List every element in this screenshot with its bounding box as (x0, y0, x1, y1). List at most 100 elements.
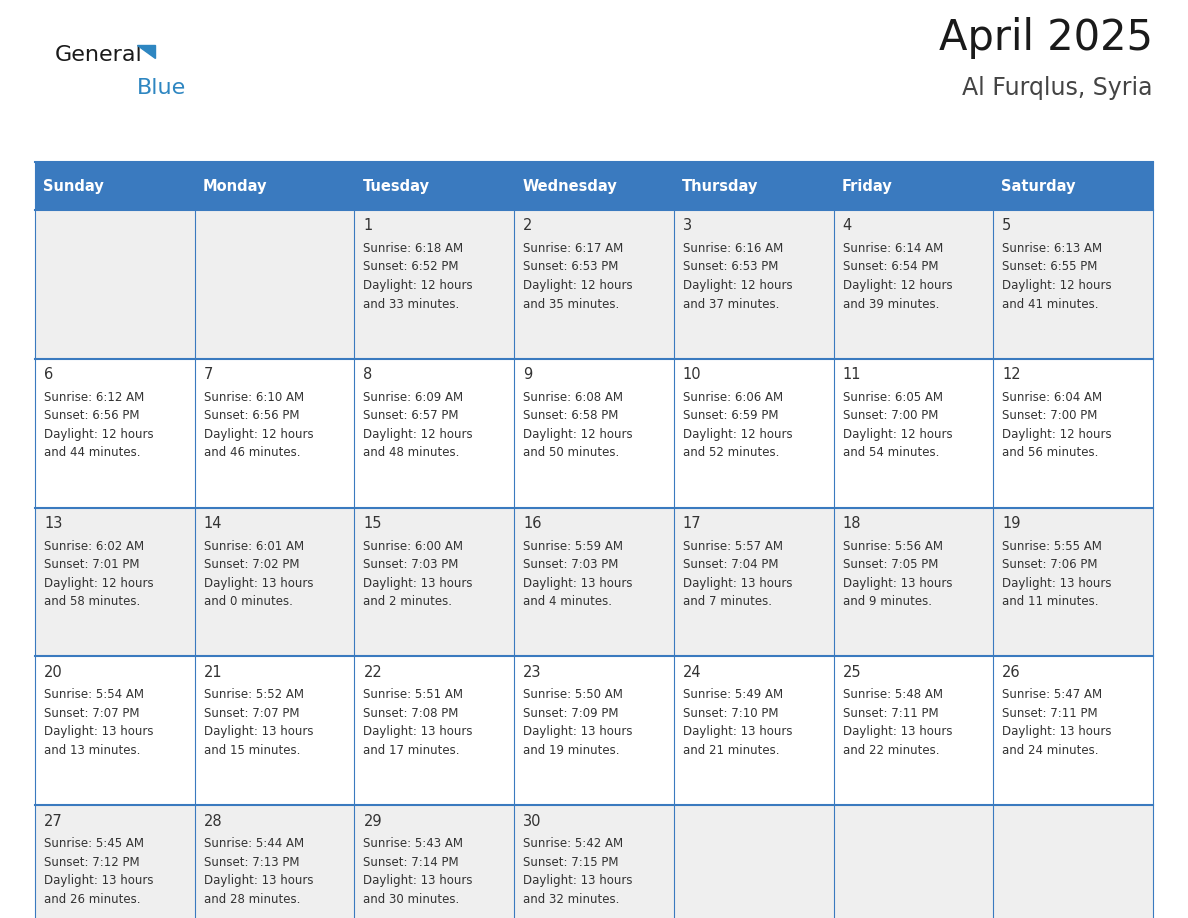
Text: Sunset: 7:07 PM: Sunset: 7:07 PM (44, 707, 139, 720)
Text: Sunset: 6:58 PM: Sunset: 6:58 PM (523, 409, 619, 422)
Text: Sunset: 7:03 PM: Sunset: 7:03 PM (523, 558, 619, 571)
Text: Sunrise: 5:52 AM: Sunrise: 5:52 AM (203, 688, 304, 701)
Text: Sunset: 7:10 PM: Sunset: 7:10 PM (683, 707, 778, 720)
Bar (674, 656, 834, 805)
Text: Daylight: 13 hours: Daylight: 13 hours (203, 577, 314, 589)
Text: 23: 23 (523, 665, 542, 680)
Text: Sunrise: 6:13 AM: Sunrise: 6:13 AM (1003, 242, 1102, 255)
Text: and 9 minutes.: and 9 minutes. (842, 595, 931, 608)
Text: 15: 15 (364, 516, 381, 532)
Text: 3: 3 (683, 218, 691, 233)
Text: 11: 11 (842, 367, 861, 382)
Text: and 7 minutes.: and 7 minutes. (683, 595, 772, 608)
Text: Sunrise: 6:16 AM: Sunrise: 6:16 AM (683, 242, 783, 255)
Text: and 39 minutes.: and 39 minutes. (842, 297, 939, 310)
Text: and 48 minutes.: and 48 minutes. (364, 446, 460, 459)
Text: 26: 26 (1003, 665, 1020, 680)
Text: Sunrise: 6:04 AM: Sunrise: 6:04 AM (1003, 391, 1102, 404)
Text: and 41 minutes.: and 41 minutes. (1003, 297, 1099, 310)
Text: Daylight: 12 hours: Daylight: 12 hours (364, 279, 473, 292)
Text: 1: 1 (364, 218, 373, 233)
Bar (834, 805, 993, 918)
Text: Sunrise: 5:44 AM: Sunrise: 5:44 AM (203, 837, 304, 850)
Text: Daylight: 13 hours: Daylight: 13 hours (44, 874, 153, 887)
Text: Daylight: 13 hours: Daylight: 13 hours (842, 577, 952, 589)
Text: Sunset: 7:14 PM: Sunset: 7:14 PM (364, 856, 459, 868)
Text: and 0 minutes.: and 0 minutes. (203, 595, 292, 608)
Text: Daylight: 12 hours: Daylight: 12 hours (1003, 279, 1112, 292)
Text: Sunrise: 6:06 AM: Sunrise: 6:06 AM (683, 391, 783, 404)
Text: 13: 13 (44, 516, 63, 532)
Text: Al Furqlus, Syria: Al Furqlus, Syria (962, 76, 1154, 100)
Text: 4: 4 (842, 218, 852, 233)
Text: Daylight: 13 hours: Daylight: 13 hours (523, 577, 633, 589)
Text: and 37 minutes.: and 37 minutes. (683, 297, 779, 310)
Text: Sunrise: 5:49 AM: Sunrise: 5:49 AM (683, 688, 783, 701)
Text: Sunset: 7:08 PM: Sunset: 7:08 PM (364, 707, 459, 720)
Bar (514, 162, 674, 210)
Text: Daylight: 13 hours: Daylight: 13 hours (683, 577, 792, 589)
Text: Sunset: 7:05 PM: Sunset: 7:05 PM (842, 558, 939, 571)
Text: and 50 minutes.: and 50 minutes. (523, 446, 619, 459)
Text: Thursday: Thursday (682, 178, 758, 194)
Text: Daylight: 13 hours: Daylight: 13 hours (842, 725, 952, 738)
Text: Sunrise: 6:09 AM: Sunrise: 6:09 AM (364, 391, 463, 404)
Text: Daylight: 13 hours: Daylight: 13 hours (683, 725, 792, 738)
Text: 20: 20 (44, 665, 63, 680)
Text: 21: 21 (203, 665, 222, 680)
Text: Sunrise: 5:59 AM: Sunrise: 5:59 AM (523, 540, 624, 553)
Text: Sunset: 7:09 PM: Sunset: 7:09 PM (523, 707, 619, 720)
Text: Sunday: Sunday (43, 178, 103, 194)
Text: and 58 minutes.: and 58 minutes. (44, 595, 140, 608)
Text: 28: 28 (203, 813, 222, 829)
Text: Sunrise: 6:18 AM: Sunrise: 6:18 AM (364, 242, 463, 255)
Bar (674, 508, 834, 656)
Bar (195, 210, 354, 359)
Text: Sunrise: 6:08 AM: Sunrise: 6:08 AM (523, 391, 624, 404)
Bar (674, 162, 834, 210)
Text: Daylight: 12 hours: Daylight: 12 hours (44, 428, 153, 441)
Bar (834, 210, 993, 359)
Text: Sunset: 7:00 PM: Sunset: 7:00 PM (842, 409, 939, 422)
Text: and 35 minutes.: and 35 minutes. (523, 297, 619, 310)
Text: Daylight: 12 hours: Daylight: 12 hours (523, 428, 633, 441)
Text: Daylight: 13 hours: Daylight: 13 hours (1003, 725, 1112, 738)
Text: Daylight: 13 hours: Daylight: 13 hours (364, 725, 473, 738)
Bar (34, 162, 195, 210)
Text: Sunrise: 5:42 AM: Sunrise: 5:42 AM (523, 837, 624, 850)
Text: Sunset: 7:13 PM: Sunset: 7:13 PM (203, 856, 299, 868)
Text: Daylight: 13 hours: Daylight: 13 hours (523, 725, 633, 738)
Text: Daylight: 13 hours: Daylight: 13 hours (523, 874, 633, 887)
Bar (34, 805, 195, 918)
Text: Sunrise: 5:54 AM: Sunrise: 5:54 AM (44, 688, 144, 701)
Bar (354, 508, 514, 656)
Bar (354, 656, 514, 805)
Text: Sunset: 7:00 PM: Sunset: 7:00 PM (1003, 409, 1098, 422)
Bar (34, 656, 195, 805)
Text: Sunset: 7:11 PM: Sunset: 7:11 PM (842, 707, 939, 720)
Text: 27: 27 (44, 813, 63, 829)
Text: and 17 minutes.: and 17 minutes. (364, 744, 460, 757)
Text: 10: 10 (683, 367, 701, 382)
Bar (195, 508, 354, 656)
Text: Blue: Blue (137, 78, 187, 98)
Text: and 15 minutes.: and 15 minutes. (203, 744, 301, 757)
Text: Sunrise: 5:50 AM: Sunrise: 5:50 AM (523, 688, 623, 701)
Text: Sunrise: 5:48 AM: Sunrise: 5:48 AM (842, 688, 942, 701)
Text: and 24 minutes.: and 24 minutes. (1003, 744, 1099, 757)
Text: and 44 minutes.: and 44 minutes. (44, 446, 140, 459)
Text: Sunrise: 5:43 AM: Sunrise: 5:43 AM (364, 837, 463, 850)
Text: and 11 minutes.: and 11 minutes. (1003, 595, 1099, 608)
Text: Sunrise: 6:05 AM: Sunrise: 6:05 AM (842, 391, 942, 404)
Text: Sunset: 7:07 PM: Sunset: 7:07 PM (203, 707, 299, 720)
Bar (195, 656, 354, 805)
Text: Sunrise: 6:01 AM: Sunrise: 6:01 AM (203, 540, 304, 553)
Text: Sunrise: 6:17 AM: Sunrise: 6:17 AM (523, 242, 624, 255)
Text: Daylight: 12 hours: Daylight: 12 hours (1003, 428, 1112, 441)
Text: Daylight: 12 hours: Daylight: 12 hours (523, 279, 633, 292)
Bar (34, 359, 195, 508)
Text: and 56 minutes.: and 56 minutes. (1003, 446, 1099, 459)
Text: Sunset: 7:03 PM: Sunset: 7:03 PM (364, 558, 459, 571)
Text: Friday: Friday (841, 178, 892, 194)
Bar (993, 805, 1154, 918)
